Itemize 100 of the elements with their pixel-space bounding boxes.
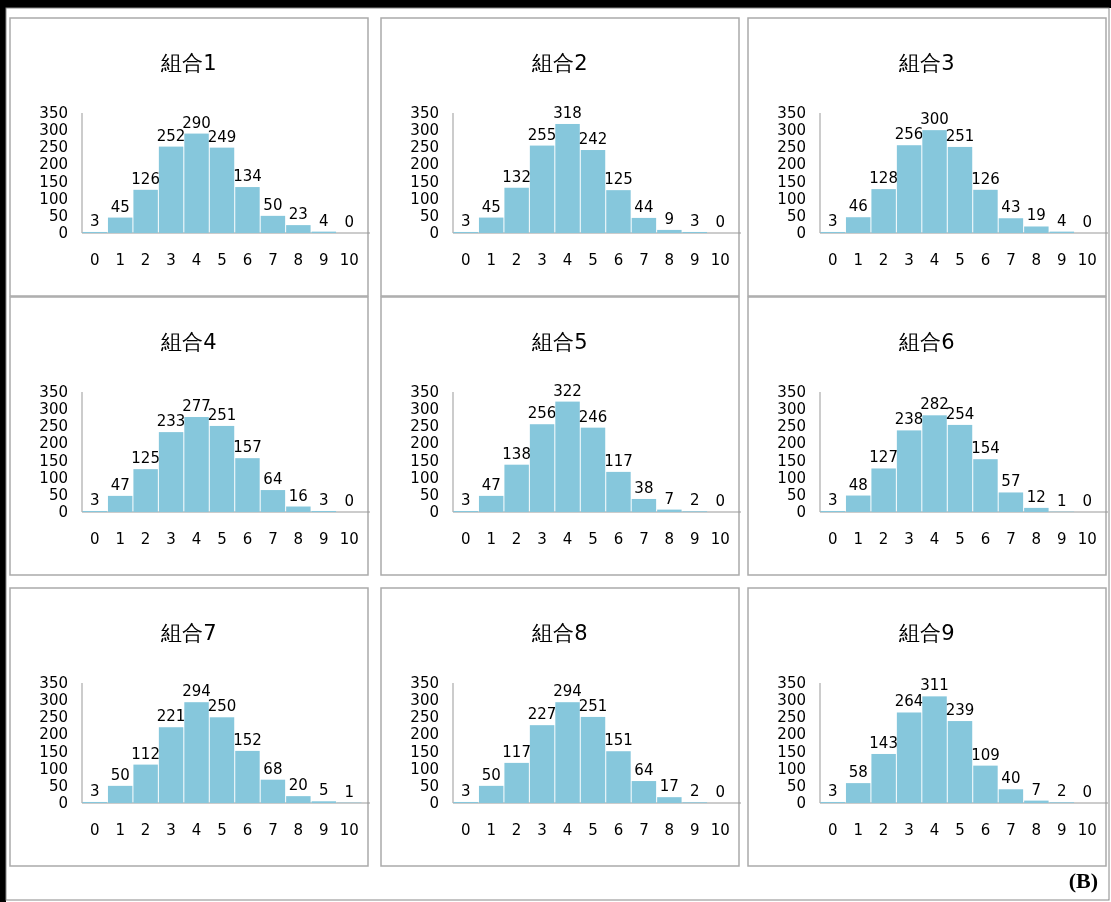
data-label: 12: [1026, 487, 1046, 506]
data-label: 125: [604, 170, 633, 189]
y-tick-label: 150: [777, 451, 806, 470]
x-tick-label: 9: [319, 530, 329, 548]
data-label: 125: [131, 449, 160, 468]
y-tick-label: 100: [777, 189, 806, 208]
x-tick-label: 1: [486, 821, 496, 839]
x-tick-label: 4: [929, 530, 940, 548]
x-tick-label: 9: [319, 821, 329, 839]
x-tick-label: 0: [827, 530, 838, 548]
data-label: 151: [604, 731, 633, 750]
x-tick-label: 5: [217, 530, 227, 548]
y-tick-label: 0: [796, 224, 806, 242]
data-label: 40: [1001, 769, 1021, 788]
y-tick-label: 100: [410, 468, 439, 487]
x-tick-label: 3: [904, 530, 914, 548]
data-label: 58: [848, 763, 868, 782]
data-label: 50: [110, 765, 130, 784]
y-tick-label: 300: [777, 691, 806, 710]
x-tick-label: 1: [853, 530, 863, 548]
y-tick-label: 350: [777, 383, 806, 401]
data-label: 227: [527, 705, 557, 724]
data-label: 3: [690, 211, 700, 230]
x-tick-label: 2: [140, 530, 151, 548]
x-tick-label: 8: [1031, 530, 1042, 548]
y-tick-label: 100: [39, 759, 68, 778]
y-tick-label: 100: [410, 759, 439, 778]
chart-title: 組合2: [531, 51, 588, 75]
x-tick-label: 9: [690, 251, 700, 269]
data-label: 254: [945, 404, 975, 423]
y-tick-label: 0: [58, 503, 68, 521]
chart-title: 組合9: [898, 621, 955, 645]
y-tick-label: 350: [410, 383, 439, 401]
x-tick-label: 8: [664, 821, 675, 839]
x-tick-label: 8: [293, 530, 304, 548]
data-label: 242: [578, 130, 608, 149]
x-tick-label: 8: [293, 821, 304, 839]
x-tick-label: 4: [562, 251, 573, 269]
x-tick-label: 10: [339, 821, 359, 839]
data-label: 311: [920, 676, 949, 695]
data-label: 3: [89, 490, 100, 509]
data-label: 255: [527, 125, 557, 144]
y-tick-label: 100: [410, 189, 439, 208]
data-label: 239: [945, 701, 975, 720]
y-tick-label: 250: [410, 417, 439, 436]
y-tick-label: 250: [777, 138, 806, 157]
chart-title: 組合4: [160, 330, 217, 354]
x-tick-label: 4: [562, 821, 573, 839]
y-tick-label: 150: [39, 451, 68, 470]
y-tick-label: 50: [419, 776, 439, 795]
x-tick-label: 10: [710, 251, 730, 269]
data-label: 2: [690, 782, 700, 801]
data-label: 3: [89, 781, 100, 800]
data-label: 46: [848, 197, 868, 216]
y-tick-label: 250: [777, 708, 806, 727]
x-tick-label: 10: [339, 530, 359, 548]
y-tick-label: 300: [410, 400, 439, 419]
x-tick-label: 4: [191, 530, 202, 548]
y-tick-label: 150: [777, 742, 806, 761]
x-tick-label: 1: [853, 251, 863, 269]
data-label: 2: [1057, 782, 1067, 801]
x-tick-label: 3: [537, 251, 547, 269]
data-label: 112: [131, 744, 160, 763]
x-tick-label: 6: [613, 821, 624, 839]
data-label: 134: [233, 167, 262, 186]
x-tick-label: 7: [268, 821, 278, 839]
x-tick-label: 10: [1077, 530, 1097, 548]
x-tick-label: 1: [115, 251, 125, 269]
data-label: 157: [233, 438, 262, 457]
y-tick-label: 50: [48, 206, 68, 225]
data-label: 127: [869, 448, 898, 467]
x-tick-label: 5: [217, 821, 227, 839]
y-tick-label: 100: [777, 759, 806, 778]
data-label: 0: [344, 213, 355, 231]
y-tick-label: 350: [39, 674, 68, 692]
data-label: 221: [156, 707, 186, 726]
data-label: 3: [460, 211, 471, 230]
data-label: 132: [502, 167, 531, 186]
data-label: 3: [460, 781, 471, 800]
x-tick-label: 0: [460, 821, 471, 839]
x-tick-label: 2: [878, 530, 889, 548]
x-tick-label: 7: [1006, 530, 1016, 548]
data-label: 7: [1031, 780, 1042, 799]
data-label: 0: [1082, 783, 1093, 801]
data-label: 45: [481, 197, 501, 216]
y-tick-label: 200: [39, 434, 68, 453]
data-label: 50: [481, 765, 501, 784]
data-label: 1: [344, 782, 355, 801]
y-tick-label: 350: [410, 674, 439, 692]
data-label: 0: [1082, 492, 1093, 510]
data-label: 20: [288, 776, 308, 795]
x-tick-label: 10: [1077, 821, 1097, 839]
data-label: 2: [690, 491, 700, 510]
x-tick-label: 9: [690, 821, 700, 839]
data-label: 250: [207, 697, 237, 716]
data-label: 249: [207, 127, 237, 146]
data-label: 109: [971, 745, 1000, 764]
x-tick-label: 3: [537, 821, 547, 839]
y-tick-label: 100: [39, 189, 68, 208]
x-tick-label: 6: [613, 251, 624, 269]
